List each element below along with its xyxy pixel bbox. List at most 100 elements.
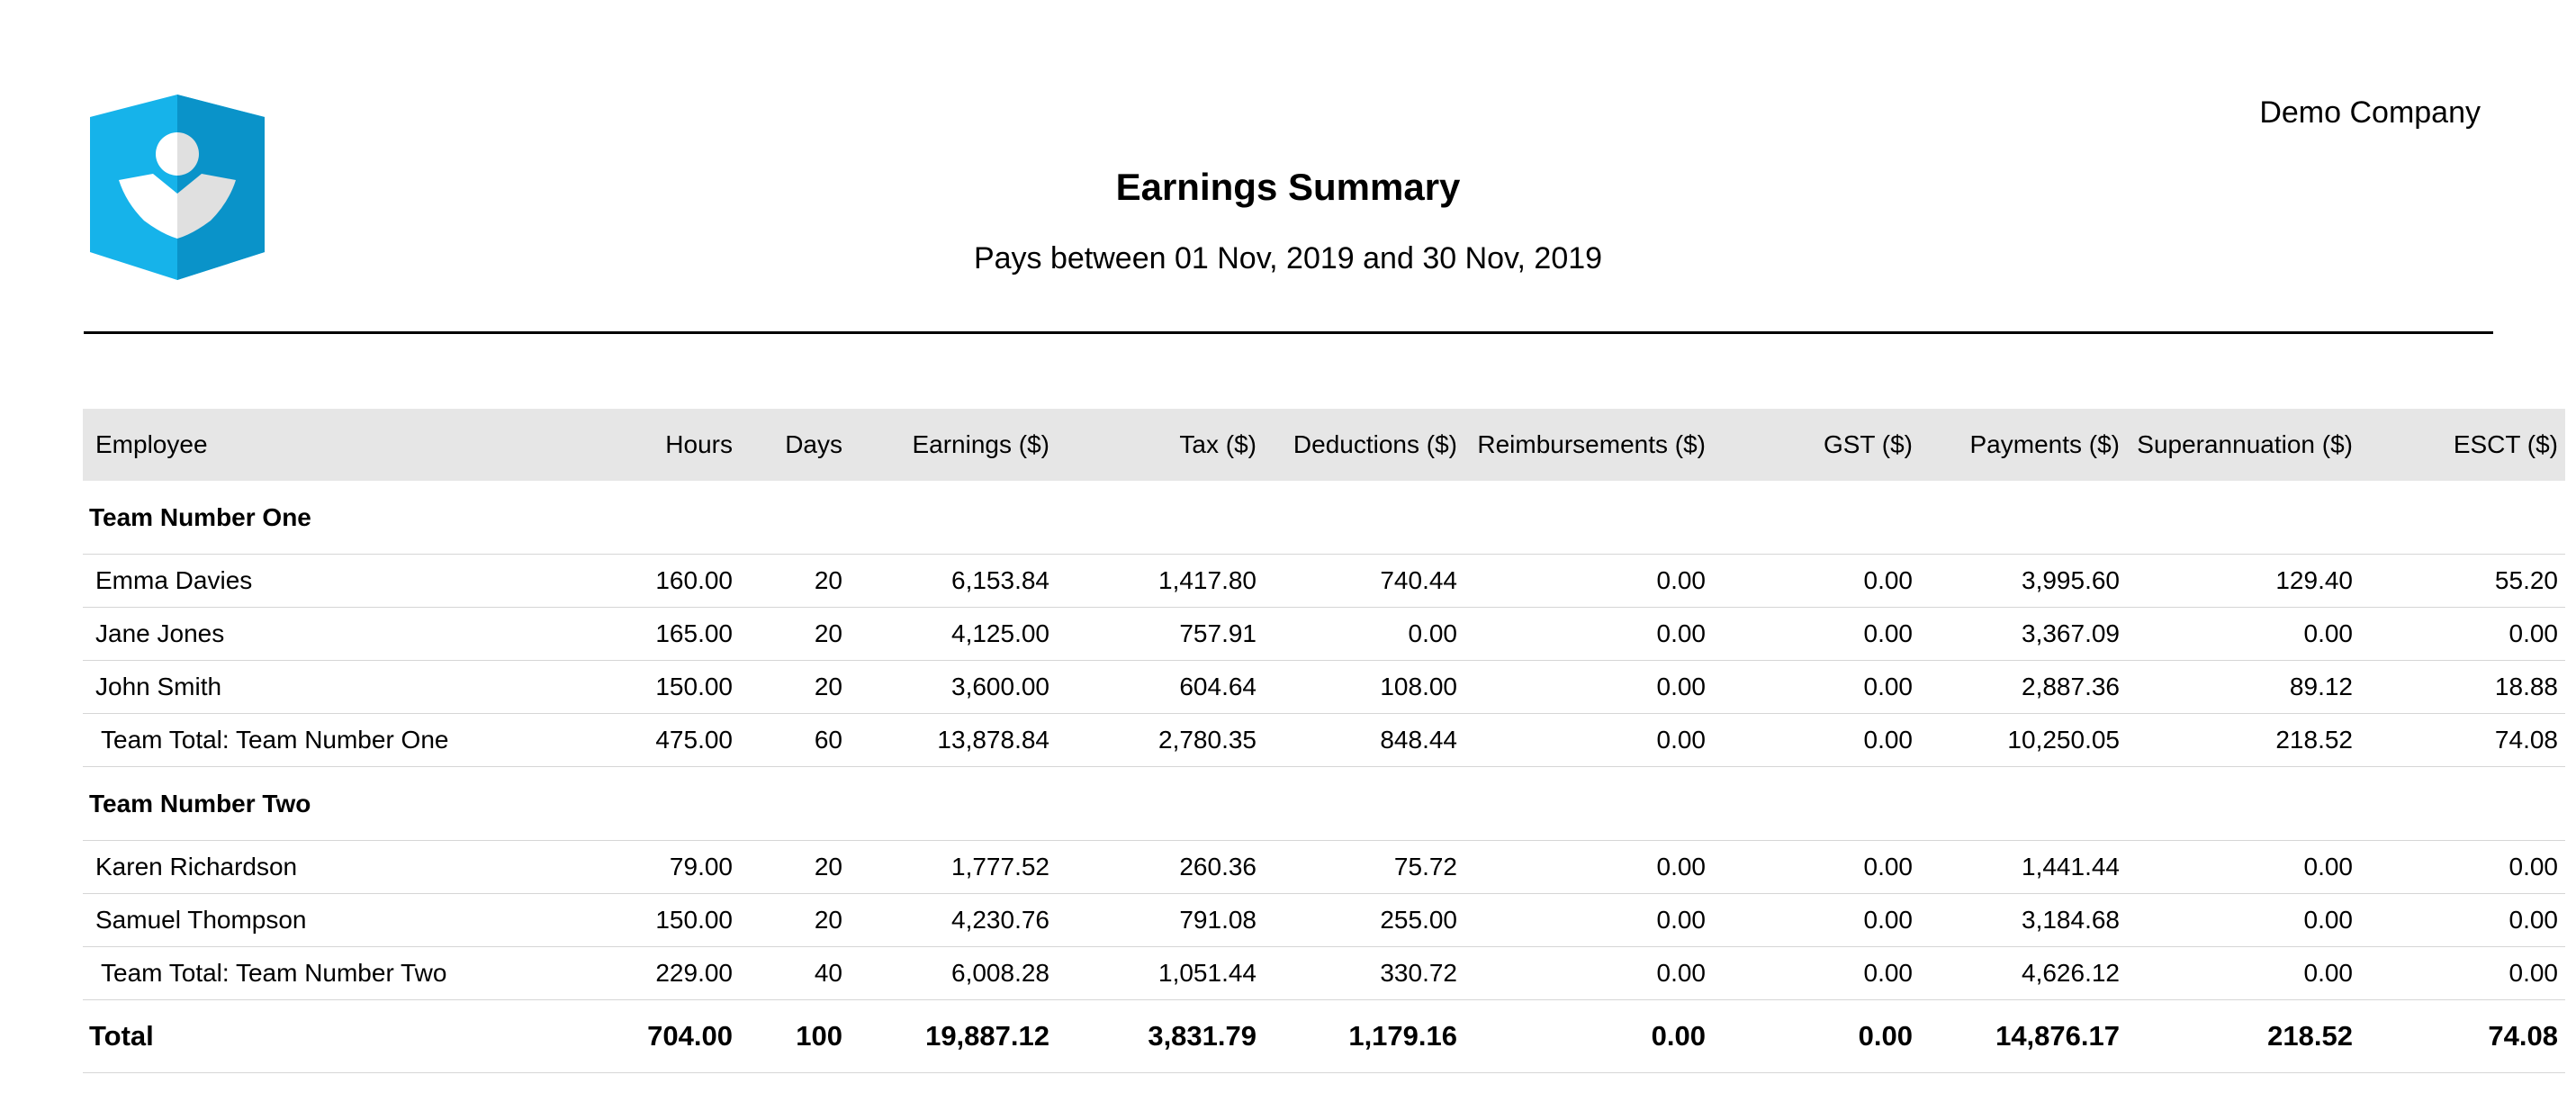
team-name: Team Number One	[83, 481, 2565, 555]
table-cell: 0.00	[1713, 554, 1920, 608]
column-header-gst: GST ($)	[1713, 409, 1920, 481]
table-cell: 20	[740, 554, 850, 608]
team-total-row: Team Total: Team Number Two 229.00 40 6,008…	[83, 946, 2565, 1000]
table-cell: 757.91	[1057, 607, 1264, 661]
column-header-employee: Employee	[83, 409, 558, 481]
table-cell: 0.00	[1464, 840, 1713, 894]
table-cell: 55.20	[2360, 554, 2565, 608]
table-cell: 0.00	[1464, 893, 1713, 947]
company-logo-icon	[90, 95, 265, 280]
team-name: Team Number Two	[83, 766, 2565, 841]
table-cell: 0.00	[1464, 554, 1713, 608]
table-cell: 0.00	[1464, 607, 1713, 661]
table-cell: 3,995.60	[1920, 554, 2127, 608]
table-header-row: Employee Hours Days Earnings ($) Tax ($)…	[83, 409, 2565, 481]
table-cell: 475.00	[558, 713, 740, 767]
table-cell: 1,179.16	[1264, 999, 1464, 1073]
table-cell: 1,417.80	[1057, 554, 1264, 608]
table-cell: 74.08	[2360, 713, 2565, 767]
table-cell: 20	[740, 607, 850, 661]
table-cell: 260.36	[1057, 840, 1264, 894]
table-cell: 100	[740, 999, 850, 1073]
table-cell: 19,887.12	[850, 999, 1057, 1073]
table-cell: 150.00	[558, 893, 740, 947]
column-header-esct: ESCT ($)	[2360, 409, 2565, 481]
table-cell: 108.00	[1264, 660, 1464, 714]
table-cell: 74.08	[2360, 999, 2565, 1073]
row-label: Total	[83, 999, 558, 1073]
table-cell: 6,008.28	[850, 946, 1057, 1000]
column-header-superannuation: Superannuation ($)	[2127, 409, 2360, 481]
table-cell: 75.72	[1264, 840, 1464, 894]
employee-row: Samuel Thompson 150.00 20 4,230.76 791.08 255…	[83, 893, 2565, 947]
table-cell: 2,780.35	[1057, 713, 1264, 767]
table-cell: 3,367.09	[1920, 607, 2127, 661]
table-cell: 2,887.36	[1920, 660, 2127, 714]
team-group-row: Team Number One	[83, 481, 2565, 555]
table-cell: 0.00	[1713, 607, 1920, 661]
table-cell: 160.00	[558, 554, 740, 608]
employee-row: John Smith 150.00 20 3,600.00 604.64 108.00 0.…	[83, 660, 2565, 714]
employee-row: Jane Jones 165.00 20 4,125.00 757.91 0.00 0.00…	[83, 607, 2565, 661]
table-cell: 0.00	[1713, 999, 1920, 1073]
table-cell: 4,230.76	[850, 893, 1057, 947]
table-cell: 4,125.00	[850, 607, 1057, 661]
header-divider	[84, 331, 2493, 334]
table-cell: 10,250.05	[1920, 713, 2127, 767]
table-cell: 165.00	[558, 607, 740, 661]
table-cell: 0.00	[2360, 607, 2565, 661]
table-cell: 0.00	[2360, 946, 2565, 1000]
column-header-days: Days	[740, 409, 850, 481]
table-cell: 3,184.68	[1920, 893, 2127, 947]
report-title: Earnings Summary	[1115, 166, 1461, 208]
table-cell: 218.52	[2127, 999, 2360, 1073]
grand-total-row: Total 704.00 100 19,887.12 3,831.79 1,179.16 0…	[83, 999, 2565, 1073]
table-cell: 0.00	[1713, 660, 1920, 714]
table-cell: 704.00	[558, 999, 740, 1073]
table-cell: 0.00	[2127, 893, 2360, 947]
row-label: John Smith	[83, 660, 558, 714]
column-header-deductions: Deductions ($)	[1264, 409, 1464, 481]
table-cell: 229.00	[558, 946, 740, 1000]
row-label: Jane Jones	[83, 607, 558, 661]
table-cell: 0.00	[1464, 946, 1713, 1000]
table-cell: 89.12	[2127, 660, 2360, 714]
table-cell: 1,441.44	[1920, 840, 2127, 894]
table-cell: 0.00	[1464, 660, 1713, 714]
column-header-reimbursements: Reimbursements ($)	[1464, 409, 1713, 481]
table-cell: 150.00	[558, 660, 740, 714]
table-cell: 0.00	[2360, 893, 2565, 947]
table-cell: 18.88	[2360, 660, 2565, 714]
team-group-row: Team Number Two	[83, 766, 2565, 841]
table-cell: 0.00	[2127, 840, 2360, 894]
table-cell: 129.40	[2127, 554, 2360, 608]
table-cell: 0.00	[1264, 607, 1464, 661]
table-cell: 13,878.84	[850, 713, 1057, 767]
row-label: Team Total: Team Number One	[83, 713, 558, 767]
company-name: Demo Company	[2259, 95, 2481, 130]
table-cell: 6,153.84	[850, 554, 1057, 608]
table-cell: 0.00	[1464, 713, 1713, 767]
table-cell: 330.72	[1264, 946, 1464, 1000]
row-label: Samuel Thompson	[83, 893, 558, 947]
table-cell: 218.52	[2127, 713, 2360, 767]
column-header-hours: Hours	[558, 409, 740, 481]
team-total-row: Team Total: Team Number One 475.00 60 13,87…	[83, 713, 2565, 767]
column-header-tax: Tax ($)	[1057, 409, 1264, 481]
table-cell: 60	[740, 713, 850, 767]
table-cell: 14,876.17	[1920, 999, 2127, 1073]
employee-row: Karen Richardson 79.00 20 1,777.52 260.36 75.…	[83, 840, 2565, 894]
table-cell: 604.64	[1057, 660, 1264, 714]
report-date-range: Pays between 01 Nov, 2019 and 30 Nov, 20…	[973, 241, 1603, 275]
table-cell: 0.00	[1713, 893, 1920, 947]
table-cell: 0.00	[2127, 607, 2360, 661]
table-cell: 0.00	[2360, 840, 2565, 894]
table-cell: 0.00	[1713, 840, 1920, 894]
earnings-summary-table: Employee Hours Days Earnings ($) Tax ($)…	[83, 409, 2565, 1073]
table-cell: 1,051.44	[1057, 946, 1264, 1000]
table-cell: 0.00	[1464, 999, 1713, 1073]
table-cell: 1,777.52	[850, 840, 1057, 894]
column-header-earnings: Earnings ($)	[850, 409, 1057, 481]
table-cell: 791.08	[1057, 893, 1264, 947]
table-cell: 0.00	[2127, 946, 2360, 1000]
